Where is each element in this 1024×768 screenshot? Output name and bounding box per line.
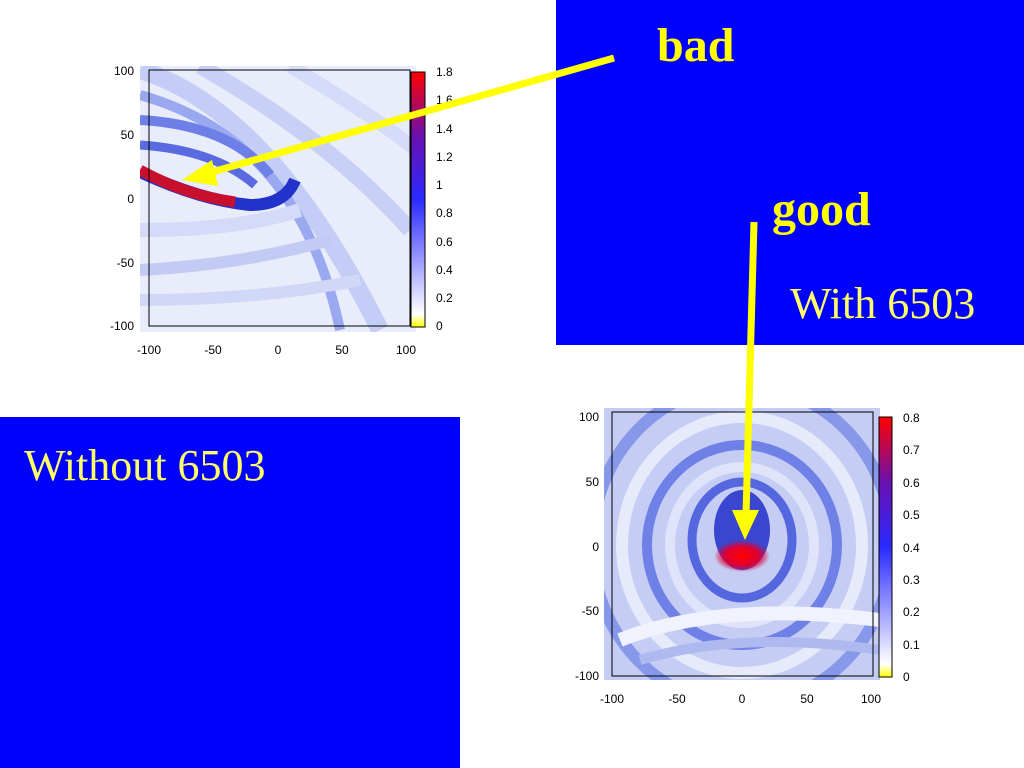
y-tick: 50: [586, 475, 600, 489]
with-6503-panel: [556, 0, 1024, 345]
colorbar-tick: 0.3: [903, 573, 920, 587]
x-tick: -100: [137, 343, 161, 357]
colorbar-tick: 0.5: [903, 508, 920, 522]
colorbar-tick: 0.2: [903, 605, 920, 619]
colorbar-tick: 0.6: [903, 476, 920, 490]
arrow-good: [732, 221, 759, 540]
heatmap-with-6503: 100 50 0 -50 -100 -100 -50 0 50 100 0.8 …: [575, 408, 920, 706]
x-tick: 0: [275, 343, 282, 357]
good-label: good: [772, 183, 871, 236]
colorbar-tick: 1: [436, 178, 443, 192]
without-6503-caption: Without 6503: [24, 441, 266, 490]
colorbar: [878, 416, 893, 678]
x-tick: 0: [739, 692, 746, 706]
colorbar-tick: 0.8: [903, 411, 920, 425]
y-tick: -50: [117, 256, 135, 270]
x-tick: -50: [668, 692, 686, 706]
y-tick: 100: [114, 64, 134, 78]
colorbar-tick: 0: [903, 670, 910, 684]
colorbar: [410, 71, 426, 328]
without-6503-panel: [0, 417, 460, 768]
colorbar-tick: 0.6: [436, 235, 453, 249]
colorbar-tick: 0.2: [436, 291, 453, 305]
colorbar-tick: 0.7: [903, 443, 920, 457]
y-tick: 0: [592, 540, 599, 554]
y-tick: -50: [582, 604, 600, 618]
x-tick: 50: [335, 343, 349, 357]
colorbar-tick: 0: [436, 319, 443, 333]
colorbar-tick: 1.8: [436, 65, 453, 79]
bad-label: bad: [657, 19, 735, 72]
y-tick: 0: [127, 192, 134, 206]
x-tick: -100: [600, 692, 624, 706]
heatmap-without-6503: 100 50 0 -50 -100 -100 -50 0 50 100 1.8 …: [110, 64, 453, 357]
colorbar-tick: 1.4: [436, 122, 453, 136]
colorbar-tick: 0.4: [903, 541, 920, 555]
arrow-bad: [182, 54, 615, 186]
x-tick: 50: [800, 692, 814, 706]
y-tick: 50: [121, 128, 135, 142]
x-tick: 100: [861, 692, 881, 706]
colorbar-tick: 0.1: [903, 638, 920, 652]
x-tick: 100: [396, 343, 416, 357]
with-6503-caption: With 6503: [790, 279, 976, 328]
y-tick: 100: [579, 410, 599, 424]
colorbar-tick: 1.2: [436, 150, 453, 164]
y-tick: -100: [575, 669, 599, 683]
y-tick: -100: [110, 319, 134, 333]
colorbar-tick: 0.4: [436, 263, 453, 277]
colorbar-tick: 0.8: [436, 206, 453, 220]
x-tick: -50: [204, 343, 222, 357]
